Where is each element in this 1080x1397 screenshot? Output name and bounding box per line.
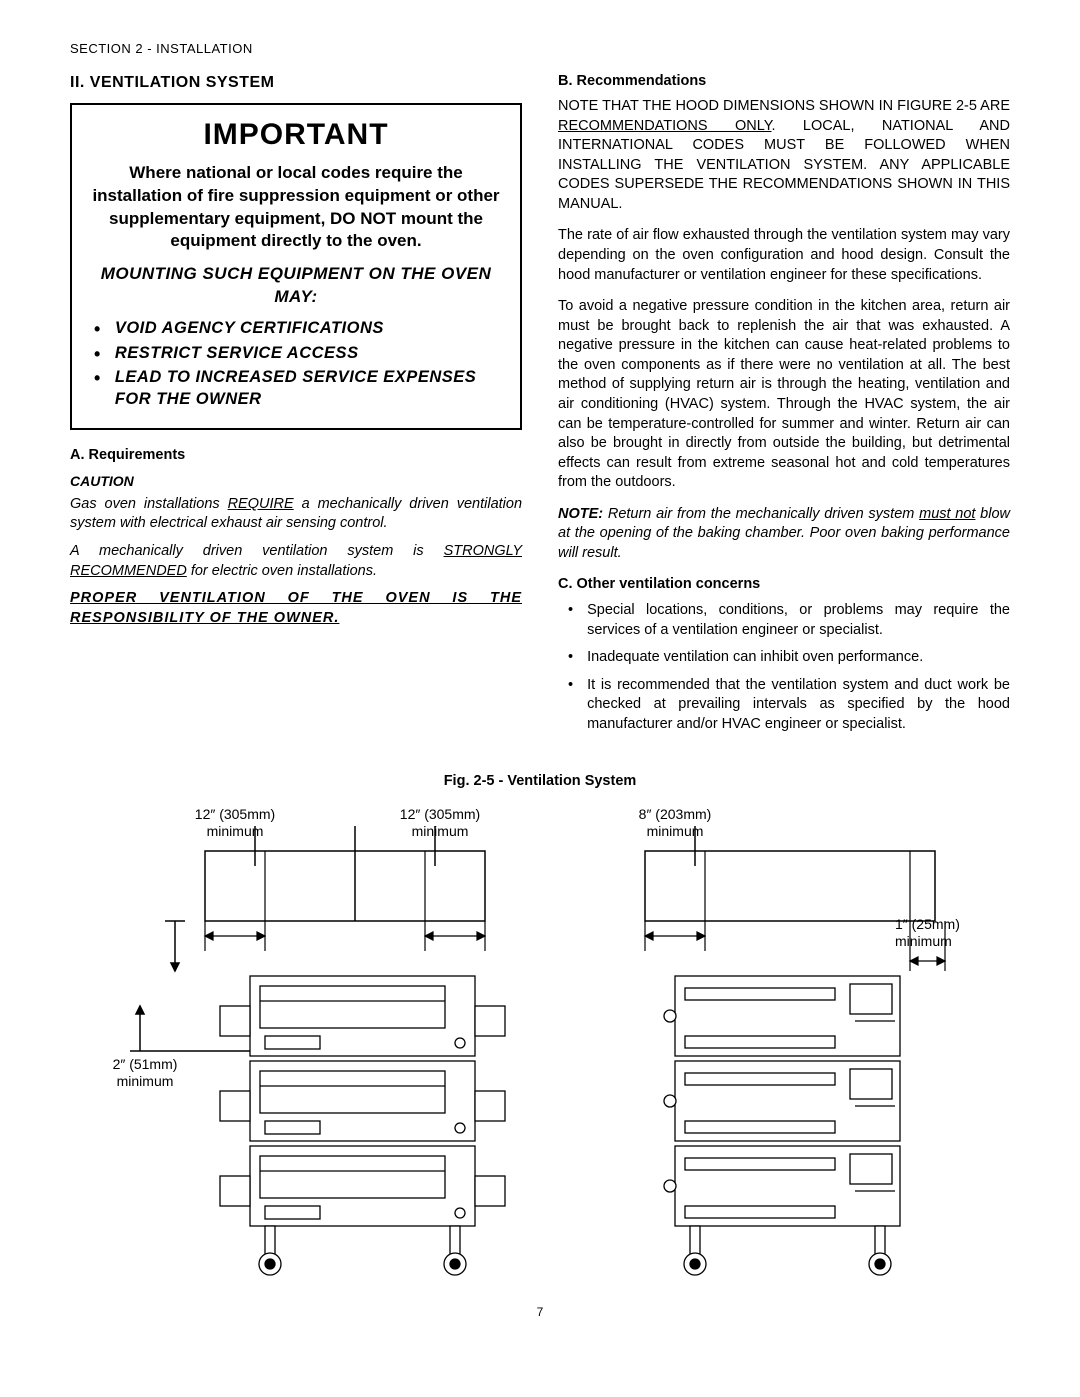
- req-p1: Gas oven installations REQUIRE a mechani…: [70, 495, 522, 534]
- important-paragraph: Where national or local codes require th…: [90, 162, 502, 254]
- dim-side-left: 8″ (203mm) minimum: [620, 806, 730, 840]
- dim-front-right: 12″ (305mm) minimum: [385, 806, 495, 840]
- concerns-list: Special locations, conditions, or proble…: [558, 601, 1010, 734]
- rec-p2: The rate of air flow exhausted through t…: [558, 226, 1010, 285]
- left-column: II. VENTILATION SYSTEM IMPORTANT Where n…: [70, 72, 522, 743]
- important-box: IMPORTANT Where national or local codes …: [70, 103, 522, 430]
- dim-side-right: 1″ (25mm) minimum: [895, 916, 975, 950]
- side-view-diagram: 8″ (203mm) minimum 1″ (25mm) minimum: [575, 806, 975, 1286]
- rec-p3: To avoid a negative pressure condition i…: [558, 297, 1010, 493]
- req-p3: PROPER VENTILATION OF THE OVEN IS THE RE…: [70, 589, 522, 628]
- right-column: B. Recommendations NOTE THAT THE HOOD DI…: [558, 72, 1010, 743]
- important-list: VOID AGENCY CERTIFICATIONS RESTRICT SERV…: [90, 317, 502, 410]
- section-header: SECTION 2 - INSTALLATION: [70, 40, 1010, 58]
- req-p2: A mechanically driven ventilation system…: [70, 542, 522, 581]
- caution-label: CAUTION: [70, 472, 522, 491]
- figure-area: 12″ (305mm) minimum 12″ (305mm) minimum …: [70, 806, 1010, 1286]
- ventilation-title: II. VENTILATION SYSTEM: [70, 72, 522, 94]
- rec-p1: NOTE THAT THE HOOD DIMENSIONS SHOWN IN F…: [558, 97, 1010, 214]
- list-item: It is recommended that the ventilation s…: [587, 676, 1010, 735]
- other-concerns-heading: C. Other ventilation concerns: [558, 575, 1010, 595]
- dim-vert: 2″ (51mm) minimum: [105, 1056, 185, 1090]
- important-item: VOID AGENCY CERTIFICATIONS: [115, 317, 384, 341]
- important-subheading: MOUNTING SUCH EQUIPMENT ON THE OVEN MAY:: [90, 263, 502, 309]
- requirements-heading: A. Requirements: [70, 446, 522, 466]
- list-item: Inadequate ventilation can inhibit oven …: [587, 648, 923, 668]
- two-column-layout: II. VENTILATION SYSTEM IMPORTANT Where n…: [70, 72, 1010, 743]
- figure-caption: Fig. 2-5 - Ventilation System: [70, 772, 1010, 792]
- important-item: RESTRICT SERVICE ACCESS: [115, 342, 359, 366]
- front-view-diagram: 12″ (305mm) minimum 12″ (305mm) minimum …: [105, 806, 535, 1286]
- recommendations-heading: B. Recommendations: [558, 72, 1010, 92]
- dim-front-left: 12″ (305mm) minimum: [180, 806, 290, 840]
- rec-note: NOTE: Return air from the mechanically d…: [558, 505, 1010, 564]
- important-item: LEAD TO INCREASED SERVICE EXPENSES FOR T…: [115, 366, 502, 411]
- list-item: Special locations, conditions, or proble…: [587, 601, 1010, 640]
- important-heading: IMPORTANT: [90, 115, 502, 156]
- page-number: 7: [70, 1304, 1010, 1320]
